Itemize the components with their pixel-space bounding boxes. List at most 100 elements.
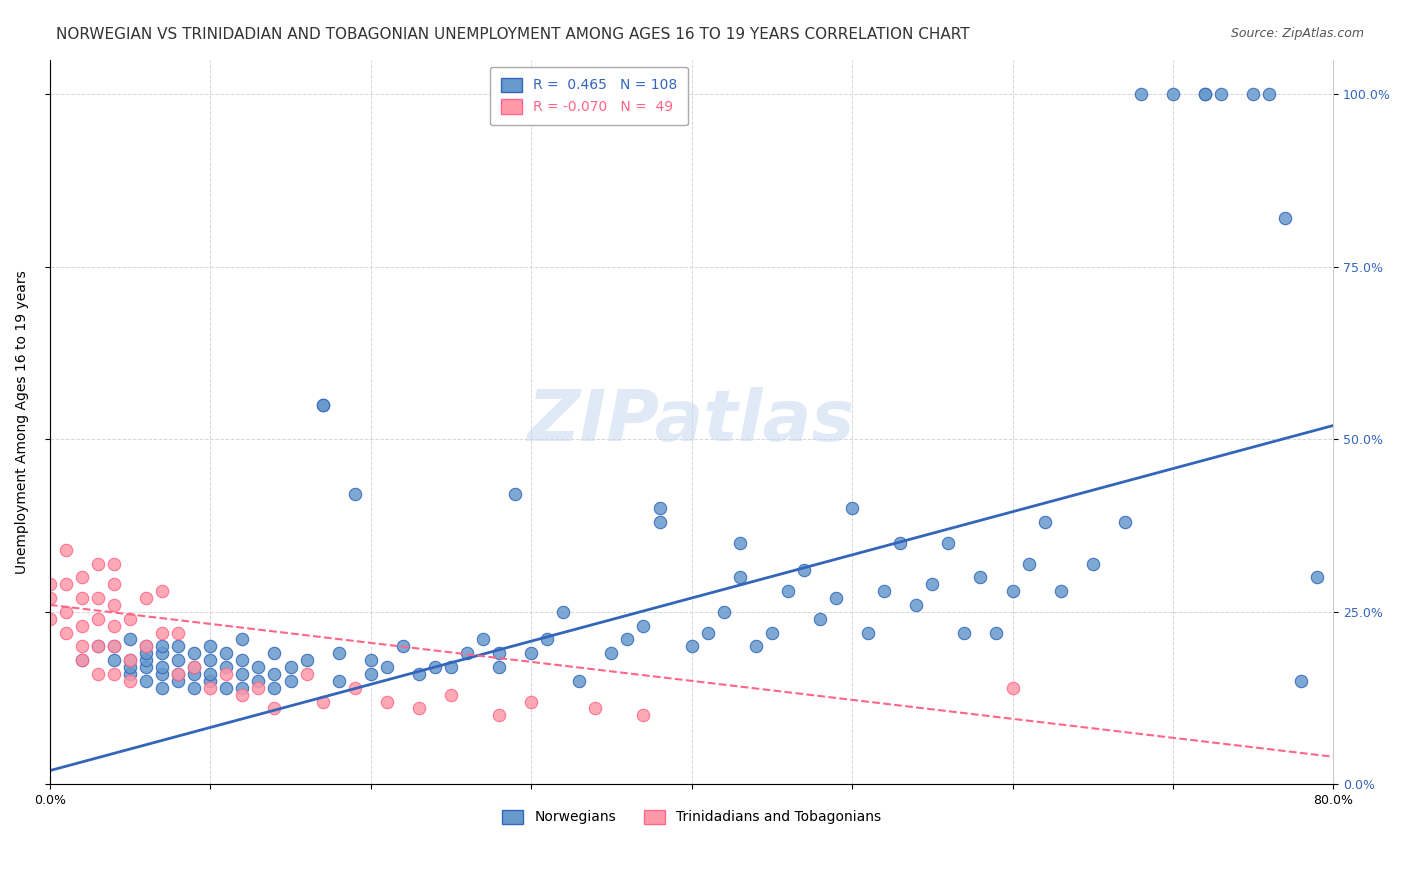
Point [280, 660, 302, 674]
Point [135, 660, 157, 674]
Point [70, 640, 93, 654]
Point [889, 536, 911, 550]
Point [905, 598, 928, 612]
Point [1258, 87, 1281, 102]
Point [825, 591, 848, 605]
Point [231, 632, 253, 647]
Point [150, 646, 173, 660]
Point [263, 646, 285, 660]
Point [247, 660, 270, 674]
Point [103, 557, 125, 571]
Point [328, 646, 350, 660]
Point [1306, 570, 1329, 584]
Point [231, 667, 253, 681]
Point [648, 515, 671, 529]
Point [135, 591, 157, 605]
Point [70, 618, 93, 632]
Point [135, 640, 157, 654]
Point [231, 688, 253, 702]
Point [375, 660, 398, 674]
Point [761, 625, 783, 640]
Point [120, 632, 142, 647]
Point [1291, 673, 1313, 688]
Point [391, 640, 413, 654]
Point [488, 646, 510, 660]
Point [793, 563, 815, 577]
Point [150, 660, 173, 674]
Point [120, 653, 142, 667]
Point [440, 688, 463, 702]
Point [215, 681, 238, 695]
Point [70, 591, 93, 605]
Point [215, 667, 238, 681]
Point [328, 673, 350, 688]
Point [856, 625, 879, 640]
Point [87, 640, 110, 654]
Point [1081, 557, 1104, 571]
Point [150, 640, 173, 654]
Point [103, 640, 125, 654]
Point [87, 557, 110, 571]
Point [536, 632, 558, 647]
Point [841, 501, 863, 516]
Point [681, 640, 703, 654]
Point [953, 625, 976, 640]
Point [600, 646, 623, 660]
Point [360, 653, 382, 667]
Point [986, 625, 1008, 640]
Point [1274, 211, 1296, 226]
Point [55, 542, 77, 557]
Point [200, 667, 222, 681]
Point [120, 653, 142, 667]
Point [343, 681, 366, 695]
Point [472, 632, 495, 647]
Point [215, 646, 238, 660]
Point [488, 708, 510, 723]
Point [1001, 681, 1024, 695]
Point [633, 618, 655, 632]
Point [263, 681, 285, 695]
Point [1114, 515, 1136, 529]
Point [1001, 584, 1024, 599]
Point [1018, 557, 1040, 571]
Point [583, 701, 606, 715]
Point [103, 577, 125, 591]
Point [520, 695, 543, 709]
Point [55, 625, 77, 640]
Point [776, 584, 799, 599]
Point [311, 695, 333, 709]
Point [200, 640, 222, 654]
Text: NORWEGIAN VS TRINIDADIAN AND TOBAGONIAN UNEMPLOYMENT AMONG AGES 16 TO 19 YEARS C: NORWEGIAN VS TRINIDADIAN AND TOBAGONIAN … [56, 27, 970, 42]
Legend: Norwegians, Trinidadians and Tobagonians: Norwegians, Trinidadians and Tobagonians [491, 798, 891, 836]
Point [183, 660, 205, 674]
Point [648, 501, 671, 516]
Point [745, 640, 768, 654]
Point [103, 640, 125, 654]
Point [103, 667, 125, 681]
Point [263, 667, 285, 681]
Point [103, 653, 125, 667]
Point [167, 667, 190, 681]
Point [135, 646, 157, 660]
Point [70, 653, 93, 667]
Point [135, 640, 157, 654]
Point [231, 681, 253, 695]
Point [1194, 87, 1216, 102]
Text: Source: ZipAtlas.com: Source: ZipAtlas.com [1230, 27, 1364, 40]
Point [103, 618, 125, 632]
Point [167, 667, 190, 681]
Point [70, 570, 93, 584]
Point [87, 612, 110, 626]
Point [150, 681, 173, 695]
Point [87, 640, 110, 654]
Point [183, 667, 205, 681]
Point [247, 681, 270, 695]
Point [38, 612, 60, 626]
Point [120, 667, 142, 681]
Point [488, 660, 510, 674]
Point [200, 681, 222, 695]
Point [120, 612, 142, 626]
Point [936, 536, 959, 550]
Point [375, 695, 398, 709]
Point [38, 591, 60, 605]
